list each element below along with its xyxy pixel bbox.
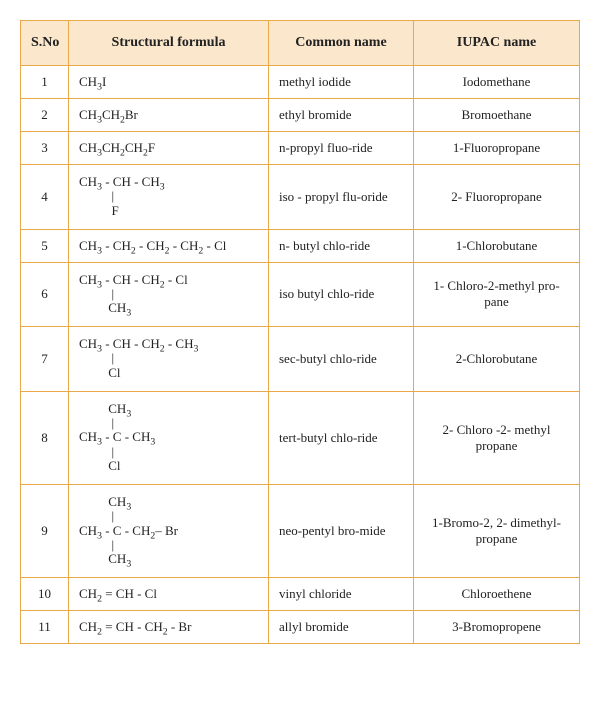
cell-structural-formula: CH3 |CH3 - C - CH2– Br | CH3 (69, 484, 269, 577)
cell-structural-formula: CH3 - CH - CH2 - Cl | CH3 (69, 262, 269, 327)
col-common: Common name (269, 21, 414, 66)
cell-structural-formula: CH3 - CH - CH3 | F (69, 165, 269, 230)
table-row: 9 CH3 |CH3 - C - CH2– Br | CH3neo-pentyl… (21, 484, 580, 577)
cell-common-name: neo-pentyl bro-mide (269, 484, 414, 577)
cell-iupac-name: 2- Chloro -2- methyl propane (414, 391, 580, 484)
cell-structural-formula: CH3CH2Br (69, 99, 269, 132)
cell-iupac-name: Iodomethane (414, 66, 580, 99)
cell-sno: 11 (21, 611, 69, 644)
table-row: 8 CH3 |CH3 - C - CH3 | Cltert-butyl chlo… (21, 391, 580, 484)
cell-sno: 9 (21, 484, 69, 577)
table-row: 10CH2 = CH - Clvinyl chlorideChloroethen… (21, 578, 580, 611)
table-row: 7CH3 - CH - CH2 - CH3 | Clsec-butyl chlo… (21, 327, 580, 392)
col-iupac: IUPAC name (414, 21, 580, 66)
table-row: 11CH2 = CH - CH2 - Brallyl bromide3-Brom… (21, 611, 580, 644)
haloalkane-table: S.No Structural formula Common name IUPA… (20, 20, 580, 644)
cell-iupac-name: 2- Fluoropropane (414, 165, 580, 230)
cell-sno: 7 (21, 327, 69, 392)
cell-structural-formula: CH2 = CH - Cl (69, 578, 269, 611)
cell-common-name: methyl iodide (269, 66, 414, 99)
cell-sno: 10 (21, 578, 69, 611)
cell-common-name: sec-butyl chlo-ride (269, 327, 414, 392)
cell-common-name: allyl bromide (269, 611, 414, 644)
cell-sno: 6 (21, 262, 69, 327)
cell-common-name: vinyl chloride (269, 578, 414, 611)
cell-common-name: iso - propyl flu-oride (269, 165, 414, 230)
col-struct: Structural formula (69, 21, 269, 66)
cell-common-name: iso butyl chlo-ride (269, 262, 414, 327)
cell-structural-formula: CH3 - CH - CH2 - CH3 | Cl (69, 327, 269, 392)
cell-common-name: ethyl bromide (269, 99, 414, 132)
cell-structural-formula: CH3CH2CH2F (69, 132, 269, 165)
cell-iupac-name: Chloroethene (414, 578, 580, 611)
header-row: S.No Structural formula Common name IUPA… (21, 21, 580, 66)
cell-iupac-name: 1-Bromo-2, 2- dimethyl-propane (414, 484, 580, 577)
cell-sno: 4 (21, 165, 69, 230)
cell-structural-formula: CH3 |CH3 - C - CH3 | Cl (69, 391, 269, 484)
cell-common-name: n- butyl chlo-ride (269, 229, 414, 262)
cell-sno: 8 (21, 391, 69, 484)
cell-iupac-name: 1- Chloro-2-methyl pro-pane (414, 262, 580, 327)
table-row: 5CH3 - CH2 - CH2 - CH2 - Cln- butyl chlo… (21, 229, 580, 262)
table-row: 3CH3CH2CH2Fn-propyl fluo-ride1-Fluoropro… (21, 132, 580, 165)
cell-common-name: tert-butyl chlo-ride (269, 391, 414, 484)
cell-sno: 1 (21, 66, 69, 99)
table-row: 6CH3 - CH - CH2 - Cl | CH3iso butyl chlo… (21, 262, 580, 327)
col-sno: S.No (21, 21, 69, 66)
cell-iupac-name: 1-Chlorobutane (414, 229, 580, 262)
cell-sno: 5 (21, 229, 69, 262)
table-row: 4CH3 - CH - CH3 | Fiso - propyl flu-orid… (21, 165, 580, 230)
cell-iupac-name: 3-Bromopropene (414, 611, 580, 644)
cell-iupac-name: 1-Fluoropropane (414, 132, 580, 165)
cell-structural-formula: CH3 - CH2 - CH2 - CH2 - Cl (69, 229, 269, 262)
cell-structural-formula: CH2 = CH - CH2 - Br (69, 611, 269, 644)
table-row: 1CH3Imethyl iodideIodomethane (21, 66, 580, 99)
cell-structural-formula: CH3I (69, 66, 269, 99)
cell-sno: 3 (21, 132, 69, 165)
cell-common-name: n-propyl fluo-ride (269, 132, 414, 165)
cell-sno: 2 (21, 99, 69, 132)
cell-iupac-name: Bromoethane (414, 99, 580, 132)
cell-iupac-name: 2-Chlorobutane (414, 327, 580, 392)
table-row: 2CH3CH2Brethyl bromideBromoethane (21, 99, 580, 132)
